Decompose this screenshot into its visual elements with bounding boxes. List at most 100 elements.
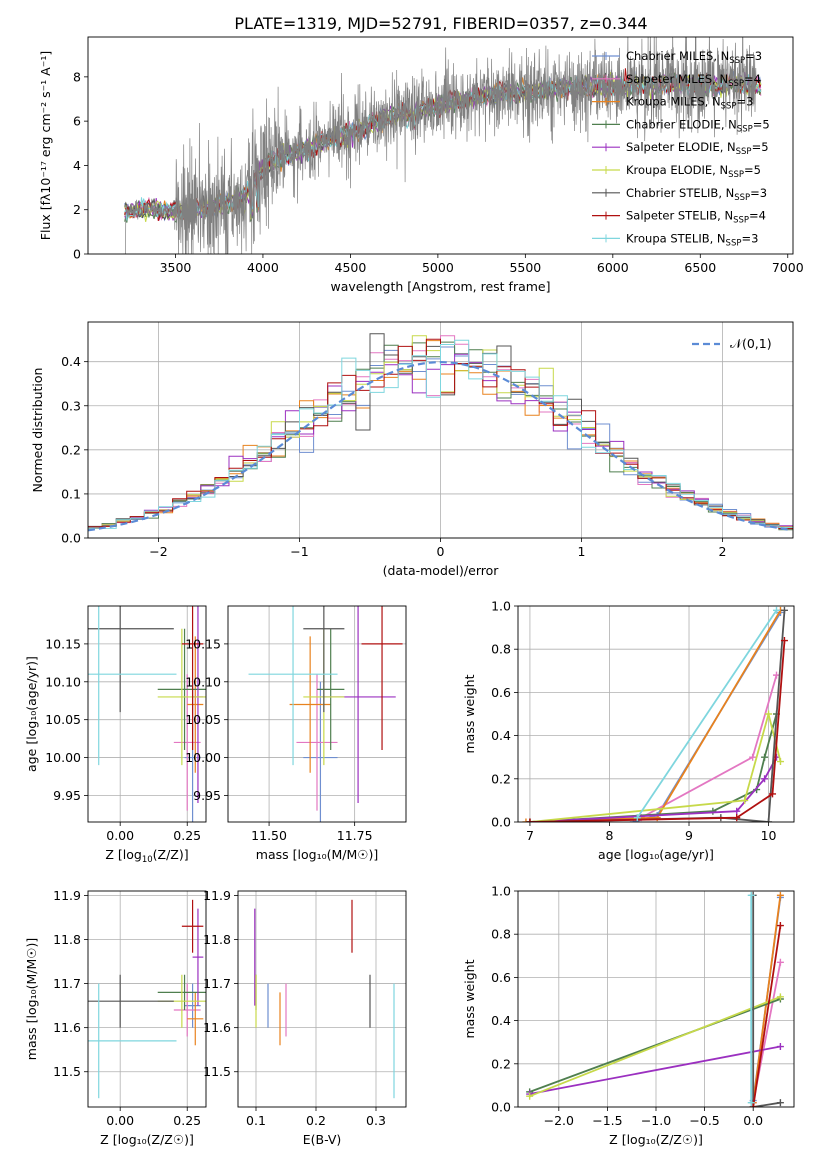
x-axis-label: E(B-V) bbox=[303, 1132, 342, 1147]
x-tick-label: −1.0 bbox=[641, 1113, 671, 1128]
weight-point bbox=[765, 710, 773, 718]
y-tick-label: 11.6 bbox=[203, 1020, 231, 1035]
legend-entry: Salpeter STELIB, NSSP=4 bbox=[626, 209, 766, 226]
x-tick-label: 10 bbox=[761, 828, 777, 843]
weight-point bbox=[733, 814, 741, 822]
legend-entry: Chabrier ELODIE, NSSP=5 bbox=[626, 117, 770, 134]
axes-0: 3500 4000 4500 5000 5500 6000 6500 7000 0 2 4 6 8 wav… bbox=[38, 36, 804, 294]
weight-line-kroupa-miles bbox=[525, 609, 782, 822]
weight-line-salpeter-elodie bbox=[529, 756, 778, 822]
weight-point bbox=[776, 758, 784, 766]
y-tick-label: 0.1 bbox=[61, 486, 81, 501]
plot-area bbox=[88, 333, 793, 532]
x-tick-label: 0.3 bbox=[366, 1113, 386, 1128]
weight-line-kroupa-elodie bbox=[529, 995, 781, 1098]
y-tick-label: 0.0 bbox=[61, 531, 81, 546]
x-tick-label: −2.0 bbox=[544, 1113, 574, 1128]
x-axis-label: Z [log₁₀(Z/Z☉)] bbox=[100, 1132, 194, 1147]
y-tick-label: 11.8 bbox=[203, 932, 231, 947]
x-axis-label-part: 10 bbox=[142, 855, 153, 865]
axes-7: −2.0 −1.5 −1.0 −0.5 0.0 0.0 0.2 0.4 0.6 0.8 1.0 Z [… bbox=[462, 884, 795, 1147]
y-axis-label: Flux [fλ10⁻¹⁷ erg cm⁻² s⁻¹ A⁻¹] bbox=[38, 51, 53, 240]
x-tick-label: 5500 bbox=[509, 260, 541, 275]
legend-entry: Chabrier STELIB, NSSP=3 bbox=[626, 186, 767, 203]
weight-point bbox=[741, 796, 749, 804]
legend-sub: SSP bbox=[737, 124, 753, 134]
weight-line-salpeter-stelib bbox=[752, 925, 782, 1107]
axes-frame bbox=[87, 321, 794, 539]
y-tick-label: 2 bbox=[73, 202, 81, 217]
legend-sub: SSP bbox=[733, 216, 749, 226]
y-tick-label: 0.0 bbox=[491, 815, 511, 830]
legend-entry: Kroupa STELIB, NSSP=3 bbox=[626, 231, 758, 248]
legend-entry: Chabrier MILES, NSSP=3 bbox=[626, 49, 762, 66]
weight-line-chabrier-elodie bbox=[529, 713, 778, 822]
legend-sub: SSP bbox=[729, 56, 745, 66]
axes-frame bbox=[227, 605, 407, 823]
x-axis-label: age [log₁₀(age/yr)] bbox=[598, 847, 714, 862]
weight-line-chabrier-stelib bbox=[529, 610, 786, 822]
x-axis-label-part: Z [log bbox=[105, 847, 141, 862]
x-tick-label: 11.75 bbox=[337, 828, 373, 843]
y-tick-label: 0.3 bbox=[61, 398, 81, 413]
x-tick-label: 8 bbox=[605, 828, 613, 843]
x-tick-label: 2 bbox=[719, 544, 727, 559]
plot-area bbox=[88, 606, 206, 822]
weight-point bbox=[709, 807, 717, 815]
x-tick-label: 4000 bbox=[247, 260, 279, 275]
x-axis-label: (data-model)/error bbox=[383, 563, 500, 578]
weight-point bbox=[780, 606, 788, 614]
y-tick-label: 11.9 bbox=[53, 888, 81, 903]
x-tick-label: 11.50 bbox=[251, 828, 287, 843]
y-axis-label: age [log₁₀(age/yr)] bbox=[24, 656, 39, 772]
y-tick-label: 0.2 bbox=[491, 1056, 511, 1071]
y-tick-label: 11.5 bbox=[203, 1064, 231, 1079]
x-axis-label: Z [log10(Z/Z)] bbox=[105, 847, 188, 865]
x-axis-label: mass [log₁₀(M/M☉)] bbox=[256, 847, 378, 862]
y-tick-label: 0.8 bbox=[491, 642, 511, 657]
figure-title: PLATE=1319, MJD=52791, FIBERID=0357, z=0… bbox=[234, 14, 647, 33]
y-tick-label: 10.00 bbox=[45, 750, 81, 765]
y-tick-label: 11.6 bbox=[53, 1020, 81, 1035]
x-tick-label: 0.2 bbox=[306, 1113, 326, 1128]
y-tick-label: 0.6 bbox=[491, 685, 511, 700]
legend-base: Salpeter MILES, N bbox=[626, 72, 728, 86]
legend-entry: Salpeter ELODIE, NSSP=5 bbox=[626, 140, 769, 157]
x-tick-label: 9 bbox=[685, 828, 693, 843]
x-tick-label: 0.0 bbox=[743, 1113, 763, 1128]
legend-tail: =4 bbox=[749, 209, 766, 223]
y-tick-label: 0.6 bbox=[491, 970, 511, 985]
axes-5: 0.00 0.25 11.5 11.6 11.7 11.8 11.9 Z [log₁₀(Z/Z… bbox=[24, 888, 207, 1147]
legend-base: Chabrier STELIB, N bbox=[626, 186, 734, 200]
y-tick-label: 11.9 bbox=[203, 888, 231, 903]
axes-frame bbox=[87, 36, 794, 255]
legend-sub: SSP bbox=[728, 79, 744, 89]
x-axis-label-part: (Z/Z bbox=[153, 847, 179, 862]
y-tick-label: 10.00 bbox=[185, 750, 221, 765]
weight-point bbox=[749, 1103, 757, 1107]
y-tick-label: 11.5 bbox=[53, 1064, 81, 1079]
weight-point bbox=[526, 1092, 534, 1100]
legend-sub: SSP bbox=[734, 193, 750, 203]
legend-tail: =3 bbox=[745, 49, 762, 63]
y-tick-label: 0.4 bbox=[491, 728, 511, 743]
x-tick-label: 0 bbox=[437, 544, 445, 559]
x-tick-label: 0.25 bbox=[173, 828, 201, 843]
legend-base: Chabrier MILES, N bbox=[626, 49, 729, 63]
y-tick-label: 10.15 bbox=[185, 636, 221, 651]
x-tick-label: 0.1 bbox=[246, 1113, 266, 1128]
weight-point bbox=[747, 891, 755, 899]
legend-sub: SSP bbox=[721, 102, 737, 112]
weight-point bbox=[769, 790, 777, 798]
weight-line-salpeter-stelib bbox=[529, 640, 786, 822]
x-tick-label: 4500 bbox=[335, 260, 367, 275]
weight-point bbox=[749, 753, 757, 761]
y-axis-label: mass weight bbox=[462, 959, 477, 1038]
legend-entry: 𝒩(0,1) bbox=[730, 336, 772, 351]
y-tick-label: 6 bbox=[73, 114, 81, 129]
legend-base: Salpeter STELIB, N bbox=[626, 209, 733, 223]
x-tick-label: 1 bbox=[578, 544, 586, 559]
axes-1: −2 −1 0 1 2 0.0 0.1 0.2 0.3 0.4 𝒩(0,1) (data-model)… bbox=[30, 321, 794, 578]
y-tick-label: 11.7 bbox=[53, 976, 81, 991]
